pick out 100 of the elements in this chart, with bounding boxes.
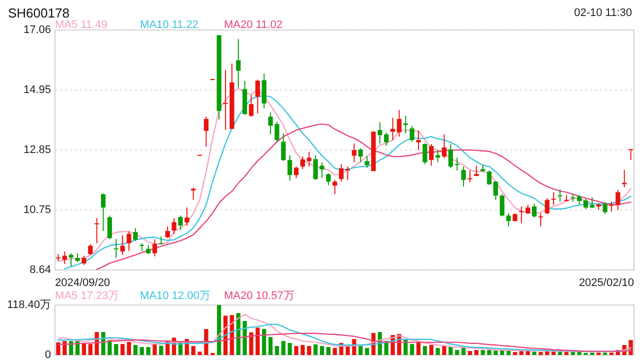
- bar: [133, 344, 138, 355]
- candlestick: [236, 38, 241, 88]
- text: 2024/09/20: [55, 277, 110, 289]
- bar: [436, 348, 440, 355]
- bar: [564, 352, 569, 355]
- candlestick: [526, 204, 530, 215]
- bar: [429, 344, 434, 355]
- bar: [300, 344, 305, 355]
- bar: [448, 346, 453, 355]
- candlestick: [474, 165, 479, 176]
- candlestick: [126, 231, 132, 252]
- candlestick: [345, 166, 350, 180]
- candlestick: [94, 218, 100, 244]
- bar: [242, 321, 247, 355]
- bar: [364, 348, 370, 355]
- candlestick: [146, 244, 151, 255]
- candlestick: [461, 166, 466, 187]
- candlestick: [248, 94, 254, 118]
- bar: [410, 344, 414, 355]
- bar: [152, 344, 157, 355]
- candlestick: [468, 170, 472, 183]
- bar: [274, 346, 280, 355]
- candlestick: [107, 215, 112, 240]
- candlestick: [602, 202, 608, 214]
- candlestick: [422, 142, 428, 165]
- candlestick: [493, 180, 498, 200]
- bar: [442, 346, 446, 355]
- bar: [307, 346, 312, 355]
- candlestick: [590, 196, 594, 209]
- bar: [126, 342, 132, 355]
- bar: [294, 346, 298, 355]
- bar: [159, 346, 164, 355]
- candlestick: [551, 192, 556, 206]
- candlestick: [306, 151, 312, 168]
- candlestick: [583, 198, 588, 210]
- candlestick: [172, 218, 176, 235]
- y-tick-label: 14.95: [23, 84, 51, 96]
- candlestick: [486, 170, 492, 186]
- bar: [494, 350, 498, 355]
- candlestick: [82, 255, 86, 266]
- bar: [487, 350, 492, 355]
- text: MA20 11.02: [224, 19, 283, 31]
- candlestick: [577, 194, 582, 205]
- y-tick-label: 0: [44, 349, 51, 360]
- candlestick: [396, 110, 402, 138]
- candlestick: [338, 164, 344, 182]
- candlestick: [184, 207, 190, 226]
- candlestick: [294, 166, 299, 179]
- candlestick: [442, 134, 447, 159]
- bar: [468, 350, 472, 355]
- bar: [506, 350, 511, 355]
- bar: [114, 344, 118, 355]
- line-series: [58, 332, 632, 352]
- candlestick: [410, 126, 414, 142]
- text: 2025/02/10: [578, 277, 634, 289]
- bar: [461, 348, 466, 355]
- candlestick: [500, 194, 504, 217]
- text: MA20 10.57万: [224, 290, 294, 302]
- bar: [320, 346, 324, 355]
- candlestick: [544, 198, 550, 215]
- bar: [88, 344, 92, 355]
- bar: [332, 348, 337, 355]
- candlestick: [165, 226, 170, 239]
- bar: [422, 346, 427, 355]
- bar: [474, 350, 478, 355]
- candlestick: [120, 235, 125, 256]
- bar: [120, 344, 125, 355]
- bar: [552, 352, 556, 355]
- bar: [262, 329, 266, 355]
- candlestick: [133, 228, 138, 242]
- bar: [288, 343, 292, 355]
- candlestick: [140, 242, 144, 252]
- bar: [146, 347, 150, 355]
- y-tick-label: 12.85: [23, 144, 51, 156]
- line-series: [96, 123, 632, 270]
- bar: [108, 340, 112, 355]
- bar: [455, 350, 460, 355]
- candlestick: [390, 117, 396, 141]
- text: MA10 12.00万: [140, 290, 210, 302]
- candlestick: [358, 148, 363, 163]
- candlestick: [62, 250, 67, 265]
- y-tick-label: 118.40万: [7, 299, 51, 311]
- candlestick: [68, 252, 74, 267]
- candlestick: [506, 212, 511, 227]
- bar: [268, 337, 273, 355]
- bar: [281, 341, 286, 355]
- candlestick: [378, 122, 382, 144]
- bar: [198, 352, 202, 355]
- candlestick: [532, 202, 537, 218]
- bar: [538, 352, 543, 355]
- candlestick: [300, 156, 305, 170]
- candlestick: [288, 154, 292, 181]
- bar: [140, 347, 144, 355]
- candlestick: [255, 79, 260, 114]
- candlestick: [609, 201, 614, 212]
- candlestick: [204, 116, 208, 148]
- candlestick: [558, 188, 562, 202]
- bar: [480, 350, 485, 355]
- y-tick-label: 17.06: [23, 24, 51, 36]
- bar: [512, 352, 518, 355]
